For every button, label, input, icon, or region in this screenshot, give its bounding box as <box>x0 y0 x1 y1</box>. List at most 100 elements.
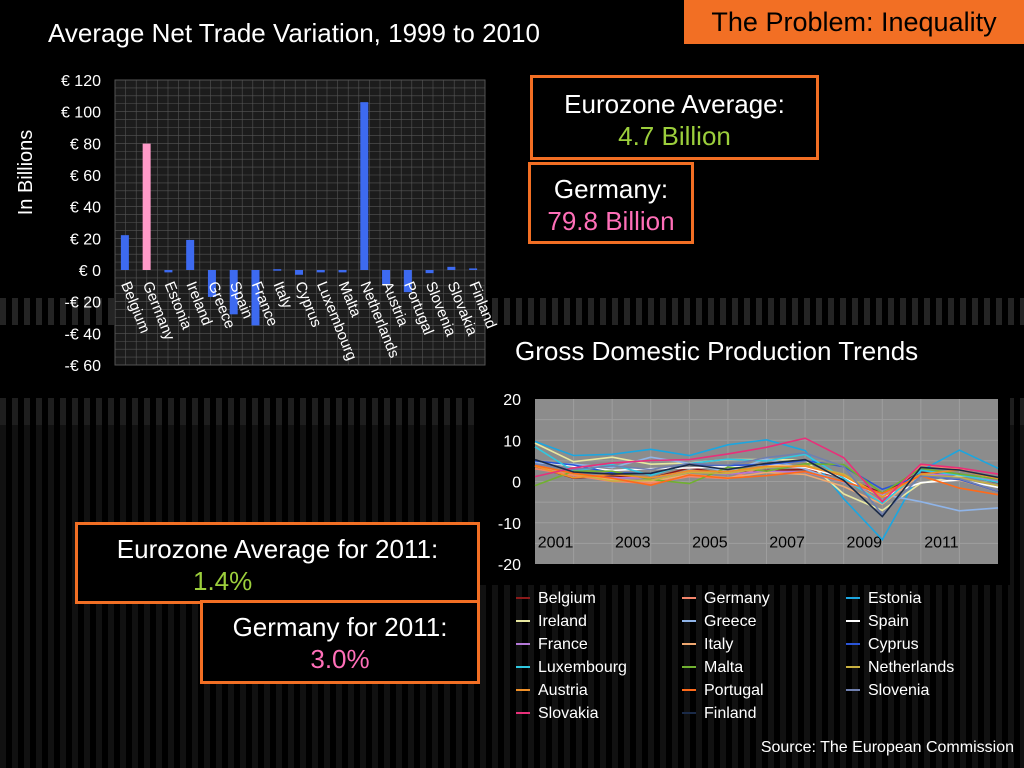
bar-netherlands <box>360 102 369 270</box>
background-stripe <box>168 398 174 425</box>
bar-germany <box>142 143 151 270</box>
background-stripe <box>252 398 258 425</box>
background-stripe <box>684 425 690 768</box>
background-stripe <box>792 425 798 768</box>
background-stripe <box>732 425 738 768</box>
background-stripe <box>132 398 138 425</box>
eurozone-2011-value: 1.4% <box>193 566 253 596</box>
background-stripe <box>60 425 66 768</box>
legend-item-slovakia: Slovakia <box>516 705 598 723</box>
background-stripe <box>648 298 654 325</box>
background-stripe <box>108 398 114 425</box>
background-stripe <box>564 298 570 325</box>
background-stripe <box>372 398 378 425</box>
legend-item-germany: Germany <box>682 590 770 608</box>
legend-swatch <box>846 596 860 599</box>
bar-ytick-label: € 80 <box>70 136 101 153</box>
legend-label: Cyprus <box>868 636 919 653</box>
background-stripe <box>312 398 318 425</box>
background-stripe <box>156 398 162 425</box>
background-stripe <box>1020 425 1024 768</box>
bar-ireland <box>186 239 195 270</box>
background-stripe <box>672 425 678 768</box>
background-stripe <box>780 425 786 768</box>
legend-item-greece: Greece <box>682 613 756 631</box>
background-stripe <box>348 398 354 425</box>
background-stripe <box>924 425 930 768</box>
background-stripe <box>600 298 606 325</box>
background-stripe <box>72 398 78 425</box>
background-stripe <box>936 425 942 768</box>
germany-value: 79.8 Billion <box>547 206 675 236</box>
background-stripe <box>720 425 726 768</box>
background-stripe <box>96 398 102 425</box>
background-stripe <box>900 425 906 768</box>
line-series-luxembourg <box>534 446 999 505</box>
background-stripe <box>996 425 1002 768</box>
background-stripe <box>660 298 666 325</box>
bar-slovakia <box>447 266 456 270</box>
legend-swatch <box>682 596 696 599</box>
legend-item-portugal: Portugal <box>682 682 764 700</box>
background-stripe <box>804 425 810 768</box>
background-stripe <box>1008 298 1014 325</box>
background-stripe <box>612 425 618 768</box>
legend-item-slovenia: Slovenia <box>846 682 929 700</box>
background-stripe <box>900 298 906 325</box>
bar-greece <box>207 270 216 297</box>
background-stripe <box>768 298 774 325</box>
background-stripe <box>828 298 834 325</box>
legend-swatch <box>846 665 860 668</box>
line-chart: 20 10 0 -10 -20 2001 2003 2005 2007 2009 2011 <box>480 380 1010 585</box>
background-stripe <box>84 298 90 325</box>
bar-ytick-label: -€ 60 <box>65 358 102 375</box>
background-stripe <box>972 425 978 768</box>
background-stripe <box>264 398 270 425</box>
legend-label: Spain <box>868 613 909 630</box>
legend-label: Italy <box>704 636 734 653</box>
background-stripe <box>696 425 702 768</box>
background-stripe <box>552 425 558 768</box>
background-stripe <box>432 398 438 425</box>
background-stripe <box>852 425 858 768</box>
line-ytick-label: 10 <box>503 433 521 450</box>
background-stripe <box>540 298 546 325</box>
background-stripe <box>924 298 930 325</box>
bar-cyprus <box>295 270 303 275</box>
legend-item-finland: Finland <box>682 705 756 723</box>
background-stripe <box>384 398 390 425</box>
background-stripe <box>708 298 714 325</box>
background-stripe <box>36 425 42 768</box>
bar-italy <box>273 269 282 271</box>
background-stripe <box>528 425 534 768</box>
background-stripe <box>828 425 834 768</box>
legend-item-austria: Austria <box>516 682 588 700</box>
legend-item-cyprus: Cyprus <box>846 636 919 654</box>
background-stripe <box>324 398 330 425</box>
source-note: Source: The European Commission <box>760 739 1014 756</box>
background-stripe <box>108 298 114 325</box>
background-stripe <box>876 425 882 768</box>
background-stripe <box>912 298 918 325</box>
bar-ytick-label: € 40 <box>70 200 101 217</box>
background-stripe <box>492 425 498 768</box>
line-ytick-label: 0 <box>512 475 521 492</box>
bar-finland <box>469 268 478 270</box>
background-stripe <box>276 398 282 425</box>
legend-swatch <box>846 688 860 691</box>
background-stripe <box>996 298 1002 325</box>
line-series-greece <box>534 456 999 512</box>
legend-swatch <box>516 688 530 691</box>
background-stripe <box>96 298 102 325</box>
germany-callout: Germany: 79.8 Billion <box>528 162 694 244</box>
line-xtick-label: 2009 <box>846 535 882 552</box>
background-stripe <box>636 298 642 325</box>
bar-slovenia <box>425 270 434 274</box>
bar-belgium <box>120 235 129 270</box>
legend-label: Estonia <box>868 590 922 607</box>
background-stripe <box>36 298 42 325</box>
legend-item-netherlands: Netherlands <box>846 659 954 677</box>
legend-label: Netherlands <box>868 659 955 676</box>
background-stripe <box>864 425 870 768</box>
background-stripe <box>732 298 738 325</box>
